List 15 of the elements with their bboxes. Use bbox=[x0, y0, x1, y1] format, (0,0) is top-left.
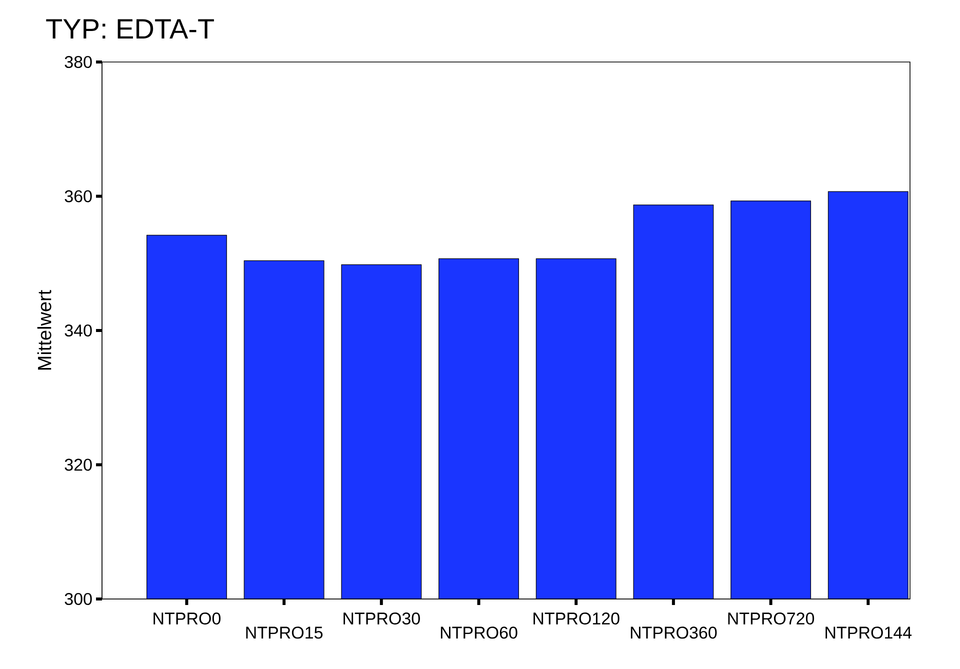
x-tick-label: NTPRO720 bbox=[728, 612, 814, 625]
x-tick-label: NTPRO0 bbox=[154, 612, 221, 625]
x-tick-label: NTPRO360 bbox=[630, 626, 717, 639]
x-tick-label: NTPRO144 bbox=[826, 626, 912, 639]
x-tick-label: NTPRO120 bbox=[534, 612, 620, 625]
y-tick-label: 360 bbox=[64, 190, 92, 202]
y-tick-label: 340 bbox=[64, 324, 92, 337]
x-tick-label: NTPRO30 bbox=[344, 612, 420, 625]
x-tick-label: NTPRO60 bbox=[440, 626, 518, 639]
chart-title: TYP: EDTA-T bbox=[46, 19, 214, 38]
x-tick-label: NTPRO15 bbox=[246, 626, 323, 639]
y-tick-label: 320 bbox=[64, 458, 92, 471]
y-tick-label: 300 bbox=[64, 592, 92, 606]
y-axis-title: Mittelwert bbox=[37, 290, 52, 370]
y-tick-label: 380 bbox=[64, 56, 92, 68]
